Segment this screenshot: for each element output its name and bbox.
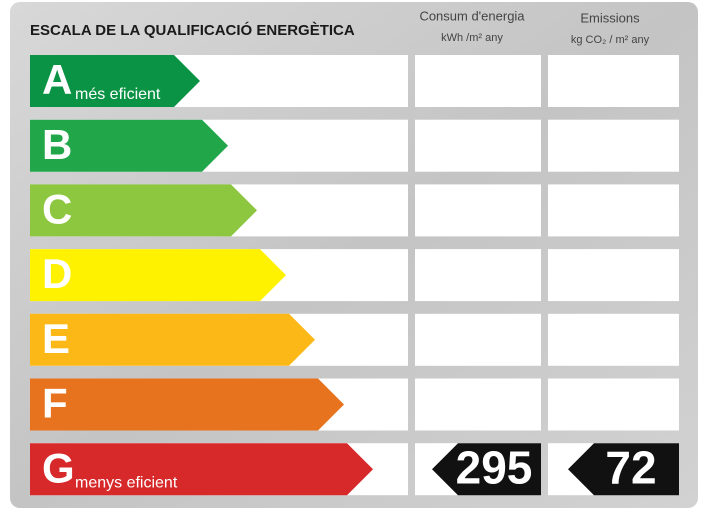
emissions-cell — [548, 378, 679, 431]
rating-arrow — [30, 313, 315, 366]
emissions-unit: kg CO₂ / m² any — [571, 34, 650, 46]
emissions-cell — [548, 313, 679, 366]
consumption-cell — [415, 313, 541, 366]
rating-letter: B — [42, 121, 72, 168]
title: ESCALA DE LA QUALIFICACIÓ ENERGÈTICA — [30, 21, 355, 39]
rating-letter: A — [42, 56, 72, 103]
rating-arrow — [30, 443, 373, 496]
rating-label: menys eficient — [75, 474, 178, 491]
rating-arrow — [30, 55, 200, 107]
emissions-cell — [548, 184, 679, 237]
consumption-indicator — [432, 443, 541, 496]
rating-arrow — [30, 249, 286, 302]
rating-letter: D — [42, 250, 72, 297]
consumption-unit: kWh /m² any — [441, 32, 503, 44]
consumption-cell — [415, 55, 541, 107]
rating-letter: G — [42, 444, 75, 491]
rating-letter: F — [42, 380, 68, 427]
rating-letter: E — [42, 315, 70, 362]
consumption-cell — [415, 249, 541, 302]
consumption-cell — [415, 119, 541, 172]
consumption-cell — [415, 184, 541, 237]
rating-arrow — [30, 119, 228, 172]
rating-label: més eficient — [75, 86, 161, 103]
consumption-value: 295 — [456, 441, 533, 493]
emissions-cell — [548, 249, 679, 302]
rating-arrow — [30, 184, 257, 237]
consumption-title: Consum d'energia — [419, 8, 525, 23]
emissions-title: Emissions — [580, 10, 640, 25]
emissions-cell — [548, 55, 679, 107]
emissions-indicator — [568, 443, 679, 496]
rating-letter: C — [42, 185, 72, 232]
rating-arrow — [30, 378, 344, 431]
emissions-value: 72 — [605, 441, 656, 493]
emissions-cell — [548, 119, 679, 172]
consumption-cell — [415, 378, 541, 431]
